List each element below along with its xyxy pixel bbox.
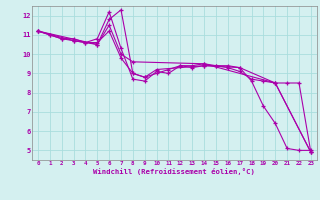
X-axis label: Windchill (Refroidissement éolien,°C): Windchill (Refroidissement éolien,°C) xyxy=(93,168,255,175)
